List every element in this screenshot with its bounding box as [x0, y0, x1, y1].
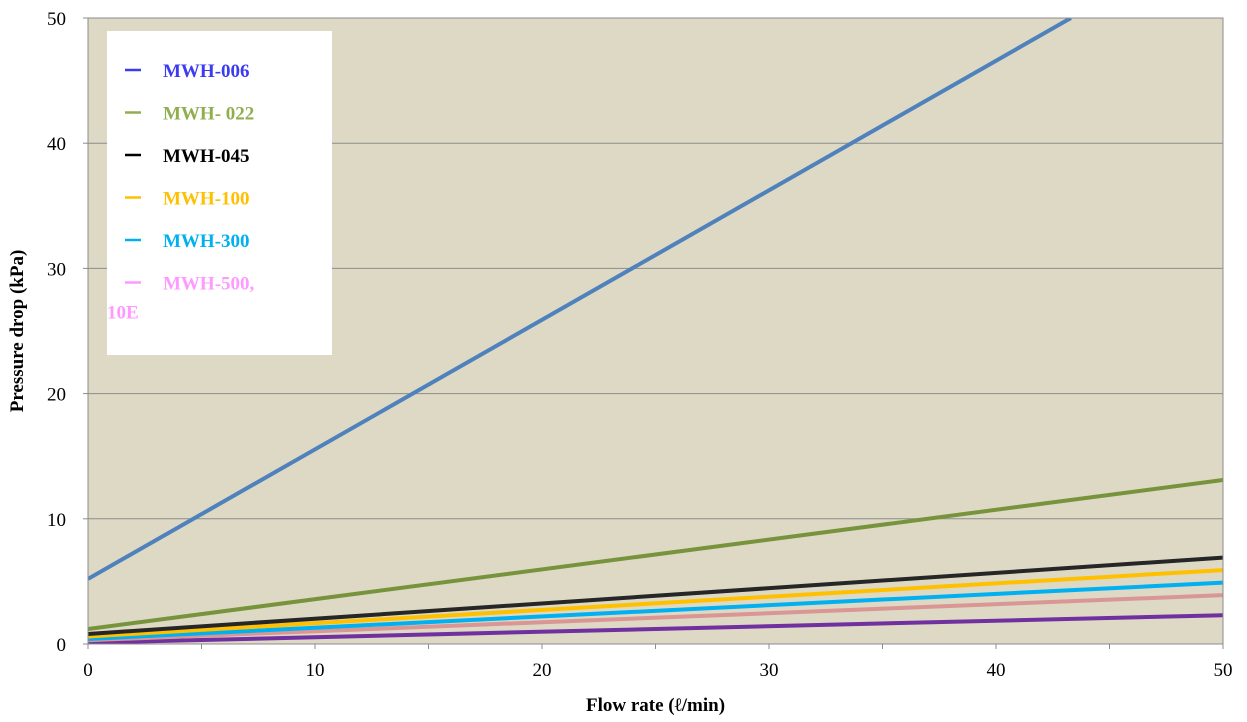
x-tick-label: 50: [1214, 660, 1233, 681]
series-line: [88, 555, 1223, 636]
legend-label: MWH- 022: [163, 104, 254, 125]
legend-box: [107, 31, 332, 355]
x-tick-label: 0: [83, 660, 93, 681]
y-axis-title: Pressure drop (kPa): [7, 250, 28, 413]
y-tick-label: 10: [47, 510, 66, 531]
legend-label: MWH-300: [163, 231, 250, 252]
y-tick-label: 50: [47, 9, 66, 30]
legend-label: MWH-045: [163, 146, 250, 167]
legend-label: MWH-006: [163, 61, 250, 82]
series-line: [88, 568, 1223, 639]
series-lines: [88, 18, 1223, 644]
legend: MWH-006 MWH- 022 MWH-045 MWH-100 MWH-300 MWH-…: [107, 31, 332, 355]
y-tick-labels: 0 10 20 30 40 50: [47, 9, 66, 656]
series-line: [88, 18, 1072, 581]
y-tick-label: 40: [47, 134, 66, 155]
y-tick-label: 0: [57, 635, 67, 656]
series-line: [88, 580, 1223, 641]
legend-label: MWH-100: [163, 189, 250, 210]
x-tick-label: 40: [987, 660, 1006, 681]
x-tick-label: 30: [760, 660, 779, 681]
series-line: [88, 593, 1223, 643]
x-minor-ticks: [83, 17, 1224, 649]
series-line: [88, 613, 1223, 644]
y-tick-label: 20: [47, 385, 66, 406]
x-tick-label: 20: [533, 660, 552, 681]
series-line: [88, 478, 1223, 631]
x-tick-label: 10: [306, 660, 325, 681]
legend-label: MWH-500, 10E: [107, 274, 255, 324]
y-tick-label: 30: [47, 259, 66, 280]
x-tick-labels: 0 10 20 30 40 50: [83, 660, 1232, 681]
plot-border: [87, 17, 1224, 645]
x-axis-title: Flow rate (ℓ/min): [586, 695, 725, 716]
